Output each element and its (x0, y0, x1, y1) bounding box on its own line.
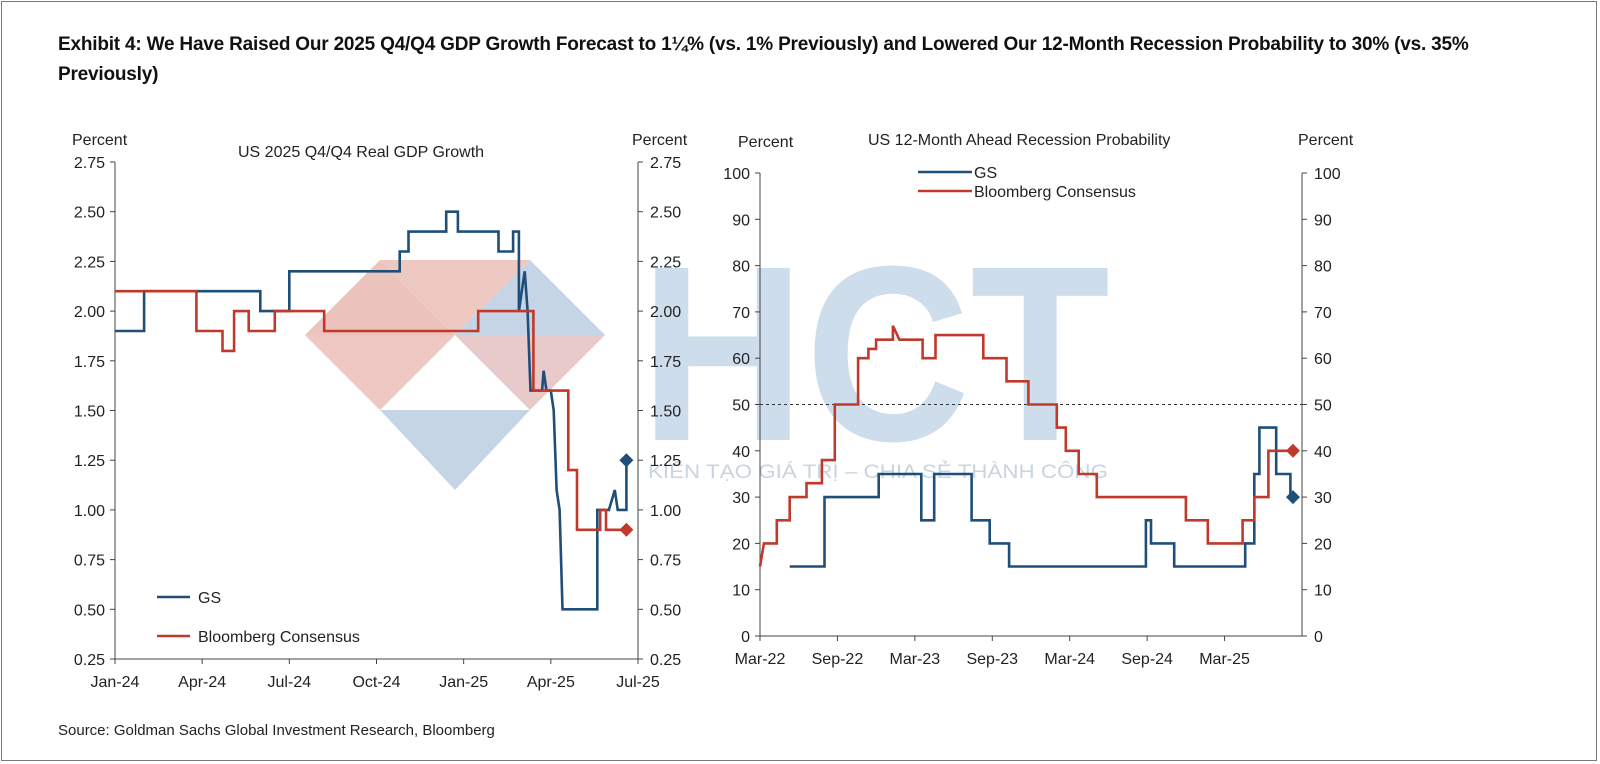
c1-ytick-label-left: 1.50 (74, 404, 105, 421)
c2-ytick-label-left: 0 (741, 629, 750, 646)
c1-ytick-label-left: 2.25 (74, 254, 105, 271)
watermark-tagline: KIẾN TẠO GIÁ TRỊ – CHIA SẺ THÀNH CÔNG (648, 461, 1108, 483)
gdp-left-axis-label: Percent (72, 132, 128, 149)
recession-legend-bloomberg: Bloomberg Consensus (974, 184, 1136, 201)
watermark-diamond-mid (305, 335, 455, 410)
c2-xtick-label: Mar-23 (890, 651, 941, 668)
c1-ytick-label-right: 2.25 (650, 254, 681, 271)
c2-xtick-label: Mar-22 (735, 651, 786, 668)
c2-ytick-label-right: 40 (1314, 444, 1332, 461)
c1-series-bloomberg-line (115, 289, 627, 532)
c2-series-bloomberg-line (758, 325, 1293, 567)
c1-ytick-label-left: 0.50 (74, 602, 105, 619)
c2-ytick-label-right: 70 (1314, 305, 1332, 322)
c2-ytick-label-right: 80 (1314, 259, 1332, 276)
c1-ytick-label-left: 2.75 (74, 155, 105, 172)
c2-ytick-label-left: 50 (732, 398, 750, 415)
c1-ytick-label-right: 2.75 (650, 155, 681, 172)
c1-xtick-label: Jan-25 (439, 674, 488, 691)
c1-ytick-label-right: 1.00 (650, 503, 681, 520)
c1-xtick-label: Apr-24 (178, 674, 226, 691)
c2-ytick-label-right: 0 (1314, 629, 1323, 646)
c2-ytick-label-left: 90 (732, 212, 750, 229)
watermark-diamond-bottom (380, 410, 530, 490)
watermark-diamond-top (380, 260, 530, 335)
recession-right-axis-label: Percent (1298, 132, 1354, 149)
c2-series-bloomberg-end-marker (1285, 443, 1300, 458)
gdp-legend-gs: GS (198, 590, 221, 607)
c1-ytick-label-left: 1.00 (74, 503, 105, 520)
gdp-legend-bloomberg: Bloomberg Consensus (198, 629, 360, 646)
c1-ytick-label-left: 2.00 (74, 304, 105, 321)
c1-ytick-label-left: 0.25 (74, 652, 105, 669)
c1-ytick-label-left: 1.75 (74, 354, 105, 371)
c1-ytick-label-right: 2.00 (650, 304, 681, 321)
recession-legend: GS Bloomberg Consensus (918, 165, 1136, 201)
c1-ytick-label-right: 1.50 (650, 404, 681, 421)
c1-ytick-label-right: 0.25 (650, 652, 681, 669)
c2-ytick-label-left: 100 (723, 166, 750, 183)
c1-ytick-label-left: 1.25 (74, 453, 105, 470)
gdp-chart-title: US 2025 Q4/Q4 Real GDP Growth (238, 144, 484, 161)
c1-xtick-label: Jan-24 (91, 674, 140, 691)
c2-xtick-label: Sep-22 (812, 651, 864, 668)
c2-ytick-label-right: 20 (1314, 536, 1332, 553)
c2-ytick-label-left: 60 (732, 351, 750, 368)
c1-xtick-label: Apr-25 (527, 674, 575, 691)
c2-ytick-label-left: 70 (732, 305, 750, 322)
c1-ytick-label-left: 2.50 (74, 205, 105, 222)
c2-ytick-label-left: 30 (732, 490, 750, 507)
recession-chart-title: US 12-Month Ahead Recession Probability (868, 132, 1170, 149)
c2-series-gs-end-marker (1285, 490, 1300, 505)
c2-series-gs-line (789, 426, 1292, 568)
c1-ytick-label-left: 0.75 (74, 553, 105, 570)
recession-left-axis-label: Percent (738, 134, 794, 151)
c2-ytick-label-left: 80 (732, 259, 750, 276)
c2-ytick-label-left: 10 (732, 583, 750, 600)
c2-xtick-label: Sep-23 (966, 651, 1018, 668)
c1-xtick-label: Jul-25 (616, 674, 660, 691)
c2-ytick-label-right: 100 (1314, 166, 1341, 183)
c2-ytick-label-left: 40 (732, 444, 750, 461)
c2-ytick-label-right: 60 (1314, 351, 1332, 368)
source-note: Source: Goldman Sachs Global Investment … (58, 722, 495, 739)
c1-ytick-label-right: 1.25 (650, 453, 681, 470)
watermark-letters: HCT (640, 214, 1110, 493)
c1-series-gs-end-marker (619, 453, 634, 468)
c2-xtick-label: Mar-25 (1199, 651, 1250, 668)
c2-ytick-label-right: 10 (1314, 583, 1332, 600)
c1-series-bloomberg-end-marker (619, 522, 634, 537)
gdp-legend: GS Bloomberg Consensus (157, 590, 360, 646)
c2-ytick-label-left: 20 (732, 536, 750, 553)
c1-ytick-label-right: 0.50 (650, 602, 681, 619)
c2-ytick-label-right: 30 (1314, 490, 1332, 507)
c2-xtick-label: Mar-24 (1044, 651, 1095, 668)
c1-ytick-label-right: 1.75 (650, 354, 681, 371)
c2-ytick-label-right: 50 (1314, 398, 1332, 415)
recession-legend-gs: GS (974, 165, 997, 182)
c2-xtick-label: Sep-24 (1121, 651, 1173, 668)
gdp-right-axis-label: Percent (632, 132, 688, 149)
c1-ytick-label-right: 0.75 (650, 553, 681, 570)
c1-xtick-label: Jul-24 (268, 674, 312, 691)
c1-xtick-label: Oct-24 (352, 674, 400, 691)
exhibit-title: Exhibit 4: We Have Raised Our 2025 Q4/Q4… (58, 34, 1469, 85)
c2-ytick-label-right: 90 (1314, 212, 1332, 229)
c1-ytick-label-right: 2.50 (650, 205, 681, 222)
c1-series-gs-line (115, 210, 628, 611)
